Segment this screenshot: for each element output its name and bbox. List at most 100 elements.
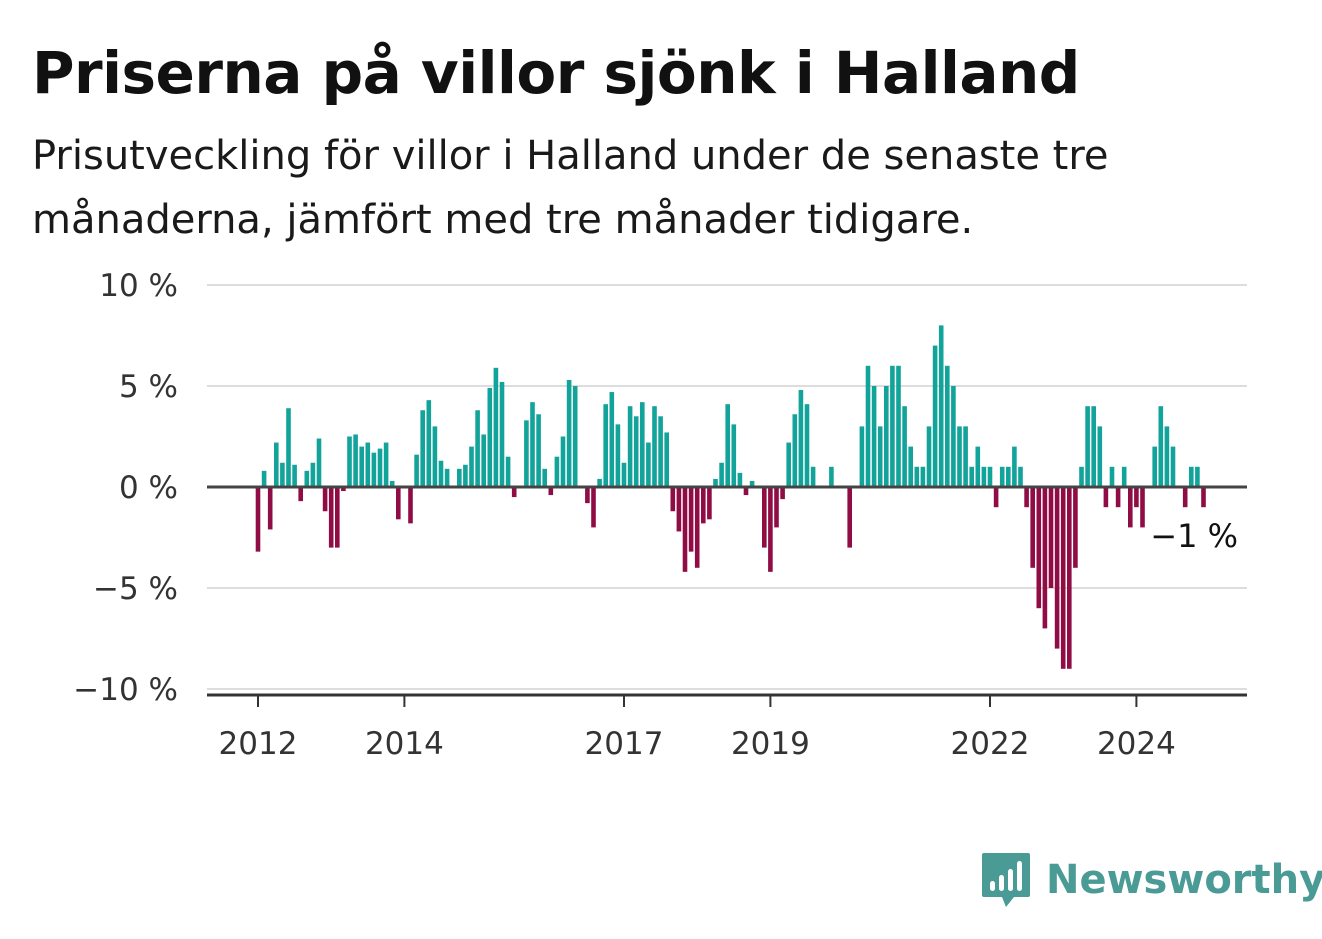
bar: [938, 325, 944, 487]
bar: [310, 462, 316, 487]
bar: [255, 487, 261, 552]
bar: [859, 426, 865, 487]
bar: [713, 478, 718, 487]
bar: [1164, 426, 1170, 487]
bar: [298, 487, 303, 502]
bar: [426, 400, 432, 487]
bar: [1060, 487, 1066, 669]
bar: [536, 414, 541, 487]
bar: [1018, 466, 1023, 487]
bar: [1152, 446, 1157, 487]
bar: [963, 426, 968, 487]
bar: [768, 487, 773, 572]
bar: [371, 452, 377, 487]
bar: [609, 392, 615, 487]
bar: [444, 468, 450, 487]
bar: [646, 442, 651, 487]
bar: [280, 462, 285, 487]
bar: [914, 466, 920, 487]
bar: [951, 386, 956, 487]
bar: [493, 367, 499, 487]
bar: [615, 424, 621, 487]
bar: [591, 487, 596, 528]
bar: [267, 487, 273, 530]
x-axis-labels: 2012 2014 2017 2019 2022 2024: [219, 726, 1176, 762]
bar: [999, 466, 1005, 487]
bar-chart-speech-bubble-icon: [982, 853, 1030, 907]
bar: [396, 487, 401, 520]
price-change-bar-chart: 10 % 5 % 0 % −5 % −10 % 2012 2014 2017 2019 2022…: [73, 268, 1247, 762]
bar: [1006, 466, 1011, 487]
bar: [640, 402, 645, 487]
bar: [335, 487, 340, 548]
y-tick-label: 0 %: [119, 470, 178, 506]
bar: [499, 381, 505, 487]
bar: [1036, 487, 1042, 609]
bar: [560, 436, 566, 487]
bar: [725, 404, 730, 487]
x-tick-label: 2022: [951, 726, 1030, 762]
bar: [884, 386, 889, 487]
bar: [286, 408, 291, 487]
bar: [902, 406, 907, 487]
bar: [926, 426, 932, 487]
bar: [829, 466, 834, 487]
x-tick-label: 2017: [585, 726, 664, 762]
bar: [1109, 466, 1115, 487]
bar: [438, 460, 444, 487]
bar: [1030, 487, 1035, 568]
bar: [481, 434, 486, 487]
bar: [1012, 446, 1017, 487]
bar: [804, 404, 810, 487]
bar: [572, 386, 578, 487]
bar: [530, 402, 535, 487]
bar: [719, 462, 724, 487]
bar: [682, 487, 688, 572]
brand-name: Newsworthy: [1046, 857, 1322, 903]
bar: [1189, 466, 1194, 487]
bar: [871, 386, 877, 487]
bar: [322, 487, 328, 512]
bar: [316, 438, 322, 487]
chart-title: Priserna på villor sjönk i Halland: [32, 39, 1080, 107]
bar: [987, 466, 993, 487]
bar: [328, 487, 334, 548]
bar: [597, 478, 602, 487]
bar: [261, 470, 267, 487]
bar: [524, 420, 529, 487]
bar: [707, 487, 712, 520]
bar: [347, 436, 352, 487]
bar: [463, 464, 468, 487]
bar: [511, 487, 517, 498]
bar: [1158, 406, 1164, 487]
bar: [694, 487, 700, 568]
bar: [1024, 487, 1029, 508]
bar: [1121, 466, 1127, 487]
bar: [1097, 426, 1103, 487]
bar: [737, 472, 743, 487]
newsworthy-logo: Newsworthy: [980, 848, 1322, 912]
bar: [774, 487, 779, 528]
y-tick-label: 10 %: [99, 268, 178, 304]
bar: [469, 446, 474, 487]
bar: [920, 466, 926, 487]
x-tick-label: 2012: [219, 726, 298, 762]
bar: [621, 462, 627, 487]
bar: [945, 365, 950, 487]
bar: [792, 414, 798, 487]
bar: [505, 456, 511, 487]
bar: [1103, 487, 1109, 508]
bar: [1182, 487, 1188, 508]
bar: [304, 470, 310, 487]
bar: [1042, 487, 1048, 629]
bar: [292, 464, 297, 487]
y-tick-label: −5 %: [93, 571, 178, 607]
bar: [1115, 487, 1121, 508]
y-axis-labels: 10 % 5 % 0 % −5 % −10 %: [73, 268, 178, 708]
bar: [1140, 487, 1145, 528]
bar: [731, 424, 737, 487]
bar: [457, 468, 462, 487]
bar: [1201, 487, 1206, 508]
bar: [969, 466, 974, 487]
chart-subtitle: Prisutveckling för villor i Halland unde…: [32, 133, 1109, 243]
